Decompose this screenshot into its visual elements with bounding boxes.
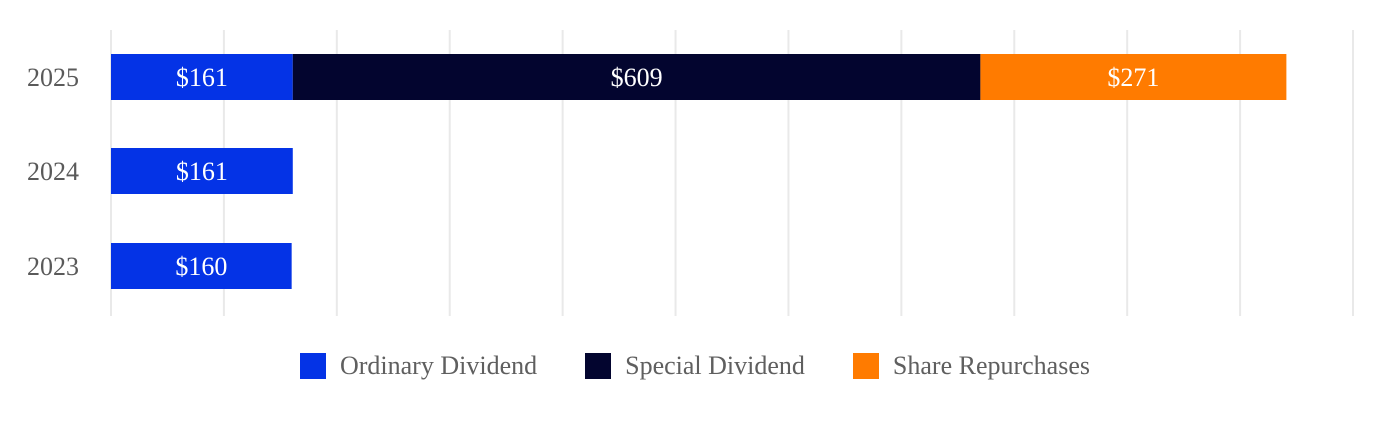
legend: Ordinary Dividend Special Dividend Share R… xyxy=(4,350,1382,382)
legend-item-ordinary-dividend: Ordinary Dividend xyxy=(299,351,538,381)
legend-swatch-ordinary-dividend xyxy=(299,353,326,379)
y-tick-label-2024: 2024 xyxy=(27,157,79,186)
y-tick-label-2023: 2023 xyxy=(27,252,79,281)
bar-label-2024-ordinary-dividend: $161 xyxy=(176,157,228,186)
bar-2023-ordinary-dividend xyxy=(111,243,292,289)
legend-label-ordinary-dividend: Ordinary Dividend xyxy=(339,351,538,380)
legend-swatch-special-dividend xyxy=(585,353,612,379)
bars xyxy=(111,54,1287,289)
bar-2025-ordinary-dividend xyxy=(111,54,293,100)
bar-value-labels: $161 $609 $271 $161 $160 xyxy=(175,63,1159,281)
legend-item-share-repurchases: Share Repurchases xyxy=(852,351,1091,381)
stacked-bar-chart: 2025 2024 2023 $161 $609 $271 $161 $160 xyxy=(27,30,1354,316)
bar-label-2025-share-repurchases: $271 xyxy=(1107,63,1159,92)
legend-item-special-dividend: Special Dividend xyxy=(585,351,805,381)
y-axis-labels: 2025 2024 2023 xyxy=(27,63,79,281)
legend-swatch-share-repurchases xyxy=(852,353,879,379)
bar-label-2023-ordinary-dividend: $160 xyxy=(175,252,227,281)
bar-label-2025-special-dividend: $609 xyxy=(611,63,663,92)
bar-2025-share-repurchases xyxy=(980,54,1287,100)
bar-2025-special-dividend xyxy=(292,54,981,100)
legend-label-special-dividend: Special Dividend xyxy=(625,351,805,380)
y-tick-label-2025: 2025 xyxy=(27,63,79,92)
bar-2024-ordinary-dividend xyxy=(111,148,293,194)
bar-label-2025-ordinary-dividend: $161 xyxy=(176,63,228,92)
legend-label-share-repurchases: Share Repurchases xyxy=(892,351,1091,380)
